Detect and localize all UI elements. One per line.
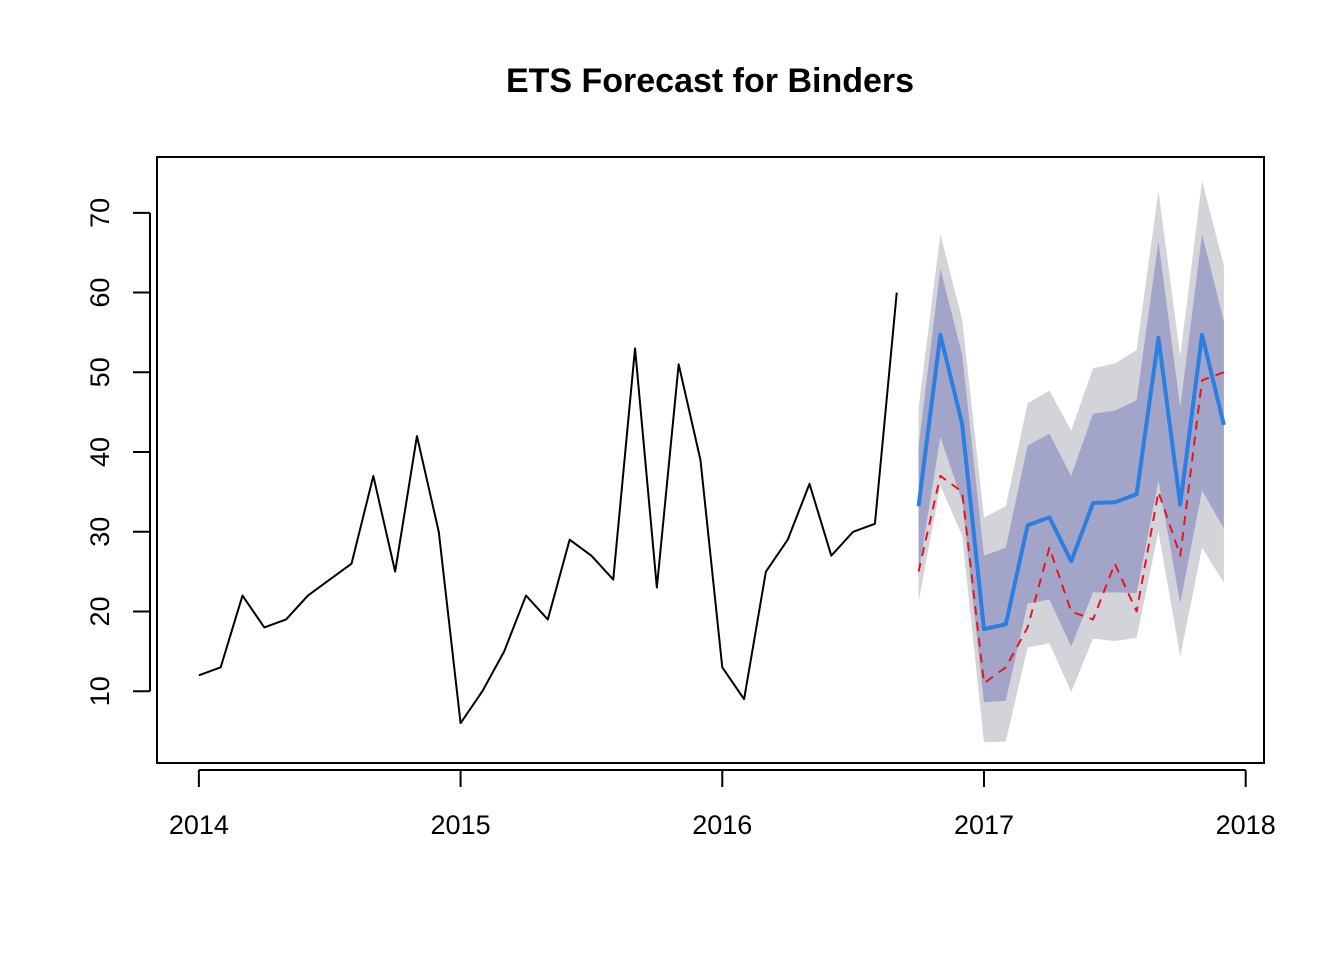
x-axis: 2014 2015 2016 2017 2018 xyxy=(169,769,1276,840)
y-tick-label-30: 30 xyxy=(85,517,115,547)
y-tick-label-20: 20 xyxy=(85,596,115,626)
y-tick-label-10: 10 xyxy=(85,676,115,706)
pi80-band-group xyxy=(918,234,1224,703)
series-line-group xyxy=(198,292,1226,725)
y-tick-label-40: 40 xyxy=(85,437,115,467)
x-tick-label-2017: 2017 xyxy=(954,810,1014,840)
x-tick-label-2014: 2014 xyxy=(169,810,229,840)
forecast-series-line xyxy=(916,332,1226,632)
chart-title: ETS Forecast for Binders xyxy=(506,62,914,100)
x-tick-label-2015: 2015 xyxy=(431,810,491,840)
y-axis: 10 20 30 40 50 60 70 xyxy=(85,198,151,706)
y-tick-label-50: 50 xyxy=(85,357,115,387)
plot-frame xyxy=(156,156,1265,764)
x-tick-label-2018: 2018 xyxy=(1216,810,1276,840)
y-tick-label-60: 60 xyxy=(85,278,115,308)
x-tick-label-2016: 2016 xyxy=(692,810,752,840)
history-series-line xyxy=(198,292,898,725)
pi80-band xyxy=(918,234,1224,703)
y-tick-label-70: 70 xyxy=(85,198,115,228)
